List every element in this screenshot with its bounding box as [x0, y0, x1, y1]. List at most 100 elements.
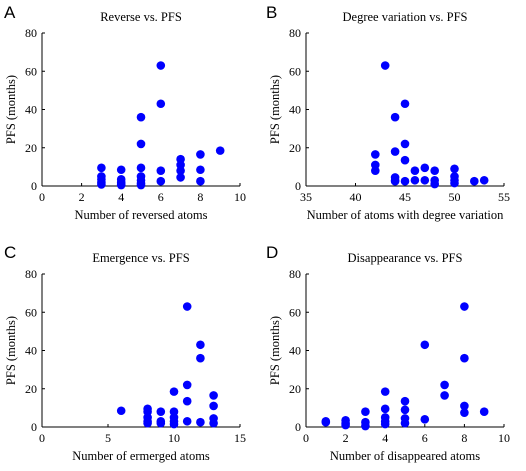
- y-tick-label: 60: [25, 305, 37, 319]
- data-point: [209, 418, 218, 428]
- data-point: [400, 176, 410, 186]
- y-axis-label: PFS (months): [268, 316, 282, 385]
- y-tick-label: 60: [289, 64, 301, 78]
- y-tick-label: 80: [25, 26, 37, 40]
- y-tick-label: 20: [25, 141, 37, 155]
- data-point: [479, 407, 489, 417]
- data-point: [116, 406, 126, 416]
- x-tick-label: 55: [498, 190, 510, 204]
- data-point: [420, 163, 430, 173]
- data-point: [136, 139, 146, 149]
- data-point: [196, 353, 205, 363]
- data-point: [156, 407, 166, 417]
- y-axis-label: PFS (months): [4, 316, 18, 385]
- x-tick-label: 6: [158, 190, 164, 204]
- y-tick-label: 80: [289, 26, 301, 40]
- data-point: [460, 408, 469, 417]
- y-tick-label: 20: [289, 141, 301, 155]
- data-point: [470, 176, 479, 186]
- data-point: [182, 380, 192, 390]
- data-point: [196, 165, 205, 175]
- y-axis-label: PFS (months): [268, 75, 282, 144]
- y-tick-label: 0: [31, 179, 37, 193]
- data-point: [169, 419, 179, 429]
- data-point: [196, 150, 205, 159]
- x-tick-label: 4: [382, 431, 388, 445]
- x-tick-label: 35: [300, 190, 312, 204]
- x-tick-label: 50: [449, 190, 461, 204]
- x-tick-label: 10: [234, 190, 246, 204]
- data-point: [390, 147, 400, 156]
- data-point: [143, 418, 152, 428]
- y-tick-label: 80: [289, 267, 301, 281]
- data-point: [460, 302, 469, 311]
- data-point: [440, 380, 449, 390]
- data-point: [182, 396, 192, 406]
- data-point: [420, 175, 430, 185]
- panel-letter: B: [266, 3, 277, 22]
- data-point: [380, 61, 390, 70]
- data-point: [380, 404, 390, 414]
- data-point: [400, 99, 410, 109]
- panel-letter: A: [4, 3, 16, 22]
- data-point: [341, 420, 350, 430]
- data-point: [182, 302, 192, 311]
- data-point: [450, 178, 459, 188]
- data-point: [479, 175, 489, 185]
- data-point: [176, 166, 185, 175]
- data-point: [136, 112, 146, 122]
- data-point: [156, 418, 166, 428]
- data-point: [400, 405, 410, 415]
- y-tick-label: 40: [289, 344, 301, 358]
- x-tick-label: 8: [461, 431, 467, 445]
- panel-d: D Disappearance vs. PFS 0 2 4 6 8 10 0 20 40 60 80 Nu…: [266, 243, 510, 463]
- x-tick-label: 10: [498, 431, 510, 445]
- data-point: [182, 416, 192, 426]
- x-axis-label: Number of ermerged atoms: [72, 449, 210, 463]
- data-point: [390, 176, 400, 186]
- panel-letter: D: [266, 243, 278, 262]
- data-point: [430, 166, 440, 175]
- data-point: [136, 163, 146, 173]
- x-tick-label: 0: [303, 431, 309, 445]
- data-point: [321, 417, 331, 427]
- chart-title: Disappearance vs. PFS: [348, 251, 463, 265]
- x-tick-label: 40: [350, 190, 362, 204]
- y-tick-label: 0: [295, 420, 301, 434]
- data-point: [410, 166, 420, 175]
- data-point: [97, 163, 106, 173]
- x-tick-label: 0: [39, 190, 45, 204]
- data-point: [136, 180, 146, 190]
- data-point: [450, 164, 459, 174]
- data-point: [196, 340, 205, 350]
- data-point: [460, 353, 469, 363]
- panel-a: A Reverse vs. PFS 0 2 4 6 8 10 0 20 40 60 80 Number o…: [4, 3, 246, 222]
- data-point: [215, 146, 225, 155]
- data-point: [97, 180, 106, 189]
- y-tick-label: 40: [289, 103, 301, 117]
- y-tick-label: 0: [31, 420, 37, 434]
- y-tick-label: 20: [25, 382, 37, 396]
- x-tick-label: 2: [79, 190, 85, 204]
- data-point: [156, 99, 166, 109]
- data-point: [116, 180, 126, 190]
- data-point: [380, 387, 390, 396]
- data-point: [176, 173, 185, 182]
- data-point: [371, 150, 380, 159]
- x-tick-label: 15: [234, 431, 246, 445]
- data-point: [116, 165, 126, 175]
- x-tick-label: 4: [118, 190, 124, 204]
- data-point: [380, 419, 390, 429]
- data-point: [196, 176, 205, 186]
- x-axis-label: Number of atoms with degree variation: [307, 208, 505, 222]
- data-point: [420, 340, 430, 350]
- x-tick-label: 0: [39, 431, 45, 445]
- y-tick-label: 40: [25, 103, 37, 117]
- data-point: [196, 417, 205, 427]
- data-point: [169, 387, 179, 396]
- data-point: [400, 396, 410, 406]
- data-point: [361, 407, 370, 417]
- data-point: [371, 166, 380, 175]
